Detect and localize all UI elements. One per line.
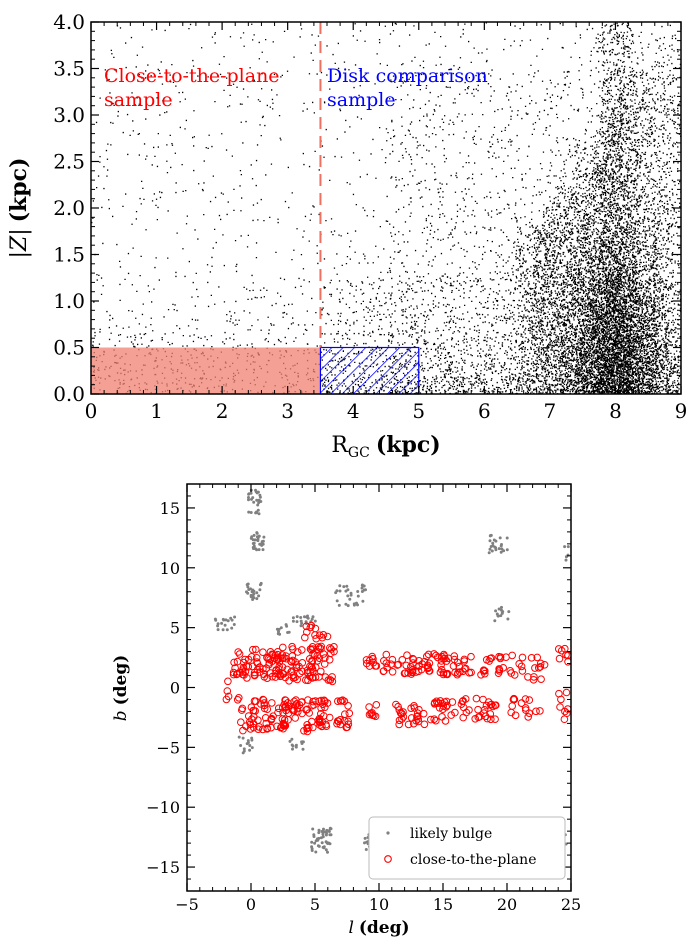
top-y-axis-label: |Z|(kpc) — [6, 158, 32, 259]
bottom-y-axis-label: b(deg) — [111, 655, 131, 722]
top-x-axis-label: RGC (kpc) — [331, 432, 440, 461]
legend-box — [368, 816, 566, 880]
top-x-tick-label: 1 — [150, 399, 163, 423]
top-x-tick-label: 8 — [609, 399, 622, 423]
top-y-tick-label: 1.0 — [53, 289, 85, 313]
top-x-tick-label: 0 — [85, 399, 98, 423]
bottom-scatter-points — [213, 488, 571, 854]
top-chart: 0 1 2 3 4 5 6 7 8 9 0.0 0.5 1.0 1.5 2.0 2.5 3.0 3.5 4.0 Cl… — [6, 10, 687, 461]
top-y-tick-label: 3.5 — [53, 57, 85, 81]
bottom-chart: −5 0 5 10 15 20 25 −15 −10 −5 0 5 10 15 likely bulge … — [111, 483, 581, 938]
bottom-y-tick-label: 5 — [170, 619, 180, 638]
bottom-x-tick-label: 25 — [561, 895, 581, 914]
top-x-tick-label: 6 — [478, 399, 491, 423]
disk-comparison-region — [319, 346, 420, 395]
top-y-tick-label: 2.5 — [53, 150, 85, 174]
legend-bulge-label: likely bulge — [410, 826, 492, 842]
top-x-tick-label: 4 — [347, 399, 360, 423]
top-y-tick-label: 4.0 — [53, 10, 85, 34]
top-x-tick-label: 9 — [675, 399, 688, 423]
top-x-tick-label: 5 — [412, 399, 425, 423]
legend-plane-label: close-to-the-plane — [410, 852, 536, 868]
disk-comparison-label-line1: Disk comparison — [327, 65, 488, 87]
top-x-tick-label: 3 — [281, 399, 294, 423]
series-close-to-the-plane — [222, 621, 571, 736]
top-y-tick-label: 0.5 — [53, 336, 85, 360]
top-y-tick-label: 0.0 — [53, 382, 85, 406]
bottom-x-tick-label: 10 — [369, 895, 389, 914]
bottom-y-tick-label: 15 — [160, 499, 180, 518]
legend-plane-marker — [384, 855, 392, 863]
plane-points — [222, 621, 571, 736]
bottom-x-tick-label: 0 — [246, 895, 256, 914]
bottom-x-tick-label: −5 — [175, 895, 199, 914]
top-axis-ticks: 0 1 2 3 4 5 6 7 8 9 0.0 0.5 1.0 1.5 2.0 2.5 3.0 3.5 4.0 — [53, 10, 687, 423]
top-x-tick-label: 2 — [216, 399, 229, 423]
bottom-y-tick-label: −10 — [146, 798, 180, 817]
bottom-x-tick-label: 15 — [433, 895, 453, 914]
close-to-plane-region — [91, 347, 321, 394]
top-y-tick-label: 2.0 — [53, 196, 85, 220]
bottom-x-tick-label: 20 — [497, 895, 517, 914]
close-to-plane-label-line2: sample — [104, 89, 173, 111]
top-x-tick-label: 7 — [544, 399, 557, 423]
bottom-y-tick-label: 0 — [170, 679, 180, 698]
bottom-axis-ticks: −5 0 5 10 15 20 25 −15 −10 −5 0 5 10 15 — [146, 483, 581, 914]
bottom-x-tick-label: 5 — [310, 895, 320, 914]
top-y-tick-label: 1.5 — [53, 243, 85, 267]
bottom-y-tick-label: 10 — [160, 559, 180, 578]
legend-bulge-marker — [386, 831, 390, 835]
bottom-y-tick-label: −15 — [146, 858, 180, 877]
close-to-plane-label-line1: Close-to-the-plane — [104, 65, 280, 87]
top-y-tick-label: 3.0 — [53, 103, 85, 127]
disk-comparison-label-line2: sample — [327, 89, 396, 111]
legend: likely bulge close-to-the-plane — [368, 816, 566, 880]
bottom-x-axis-label: l (deg) — [348, 918, 409, 938]
bottom-y-tick-label: −5 — [156, 738, 180, 757]
